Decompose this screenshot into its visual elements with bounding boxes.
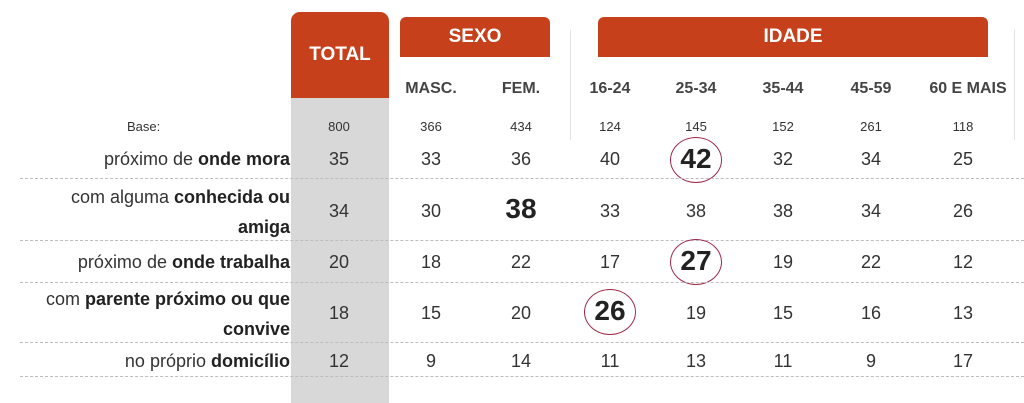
table-cell: 38 <box>772 201 794 221</box>
column-header-35-44: 35-44 <box>762 80 804 97</box>
table-cell: 20 <box>510 303 532 323</box>
total-header-label: TOTAL <box>309 44 371 65</box>
table-cell: 35 <box>328 149 350 169</box>
table-cell: 17 <box>952 351 974 371</box>
table-cell: 9 <box>425 351 436 371</box>
base-35-44: 152 <box>772 119 794 134</box>
highlight-circle <box>584 289 636 335</box>
table-cell: 40 <box>599 149 621 169</box>
row-divider <box>20 342 1024 343</box>
base-60-mais: 118 <box>952 119 974 134</box>
base-16-24: 124 <box>599 119 621 134</box>
table-cell: 18 <box>420 252 442 272</box>
highlight-circle <box>670 137 722 183</box>
base-total: 800 <box>328 119 350 134</box>
sexo-header: SEXO <box>400 17 550 57</box>
column-header-16-24: 16-24 <box>589 80 631 97</box>
table-cell: 17 <box>599 252 621 272</box>
row-label-onde-mora: próximo de onde mora <box>103 149 290 169</box>
table-cell: 15 <box>420 303 442 323</box>
base-masc: 366 <box>420 119 442 134</box>
table-cell: 33 <box>420 149 442 169</box>
separator-sexo-idade <box>570 30 571 140</box>
sexo-header-label: SEXO <box>448 26 502 47</box>
table-cell-highlight: 42 <box>680 143 712 174</box>
table-cell: 36 <box>510 149 532 169</box>
table-cell: 34 <box>860 201 882 221</box>
table-cell: 14 <box>510 351 532 371</box>
base-25-34: 145 <box>685 119 707 134</box>
table-cell: 19 <box>772 252 794 272</box>
base-fem: 434 <box>510 119 532 134</box>
table-cell: 34 <box>328 201 350 221</box>
table-cell: 15 <box>772 303 794 323</box>
table-cell: 38 <box>685 201 707 221</box>
table-cell-highlight: 26 <box>594 295 626 326</box>
table-cell: 22 <box>510 252 532 272</box>
table-cell: 9 <box>865 351 876 371</box>
table-cell: 12 <box>328 351 350 371</box>
idade-header-label: IDADE <box>763 26 823 47</box>
table-cell: 13 <box>685 351 707 371</box>
table-cell: 13 <box>952 303 974 323</box>
total-header: TOTAL <box>291 12 389 98</box>
table-cell: 18 <box>328 303 350 323</box>
row-divider <box>20 178 1024 179</box>
separator-right <box>1014 30 1015 140</box>
row-label-proprio-domicilio: no próprio domicílio <box>124 351 290 371</box>
table-cell: 16 <box>860 303 882 323</box>
table-cell: 34 <box>860 149 882 169</box>
table-cell: 33 <box>599 201 621 221</box>
row-label-conhecida-amiga: com alguma conhecida ou amiga <box>70 187 290 237</box>
row-divider <box>20 376 1024 377</box>
column-header-60-mais: 60 E MAIS <box>929 80 1007 97</box>
table-cell: 11 <box>773 351 793 371</box>
row-divider <box>20 240 1024 241</box>
table-cell: 30 <box>420 201 442 221</box>
table-cell: 12 <box>952 252 974 272</box>
base-45-59: 261 <box>860 119 882 134</box>
table-cell-highlight: 38 <box>505 193 537 224</box>
table-cell: 11 <box>600 351 620 371</box>
column-header-45-59: 45-59 <box>850 80 892 97</box>
idade-header: IDADE <box>598 17 988 57</box>
table-cell: 22 <box>860 252 882 272</box>
row-label-parente-proximo: com parente próximo ou que convive <box>45 289 290 339</box>
column-header-masc: MASC. <box>405 80 457 97</box>
table-cell: 32 <box>772 149 794 169</box>
highlight-circle <box>670 239 722 285</box>
row-divider <box>20 282 1024 283</box>
row-label-onde-trabalha: próximo de onde trabalha <box>77 252 290 272</box>
base-label: Base: <box>127 119 161 134</box>
table-cell-highlight: 27 <box>680 245 712 276</box>
column-header-fem: FEM. <box>501 80 541 97</box>
table-cell: 25 <box>952 149 974 169</box>
table-cell: 26 <box>952 201 974 221</box>
table-cell: 19 <box>685 303 707 323</box>
table-cell: 20 <box>328 252 350 272</box>
column-header-25-34: 25-34 <box>675 80 717 97</box>
